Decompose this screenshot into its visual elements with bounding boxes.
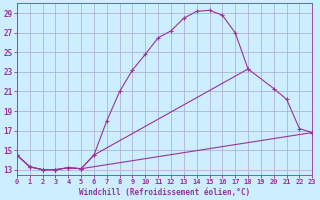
- X-axis label: Windchill (Refroidissement éolien,°C): Windchill (Refroidissement éolien,°C): [79, 188, 250, 197]
